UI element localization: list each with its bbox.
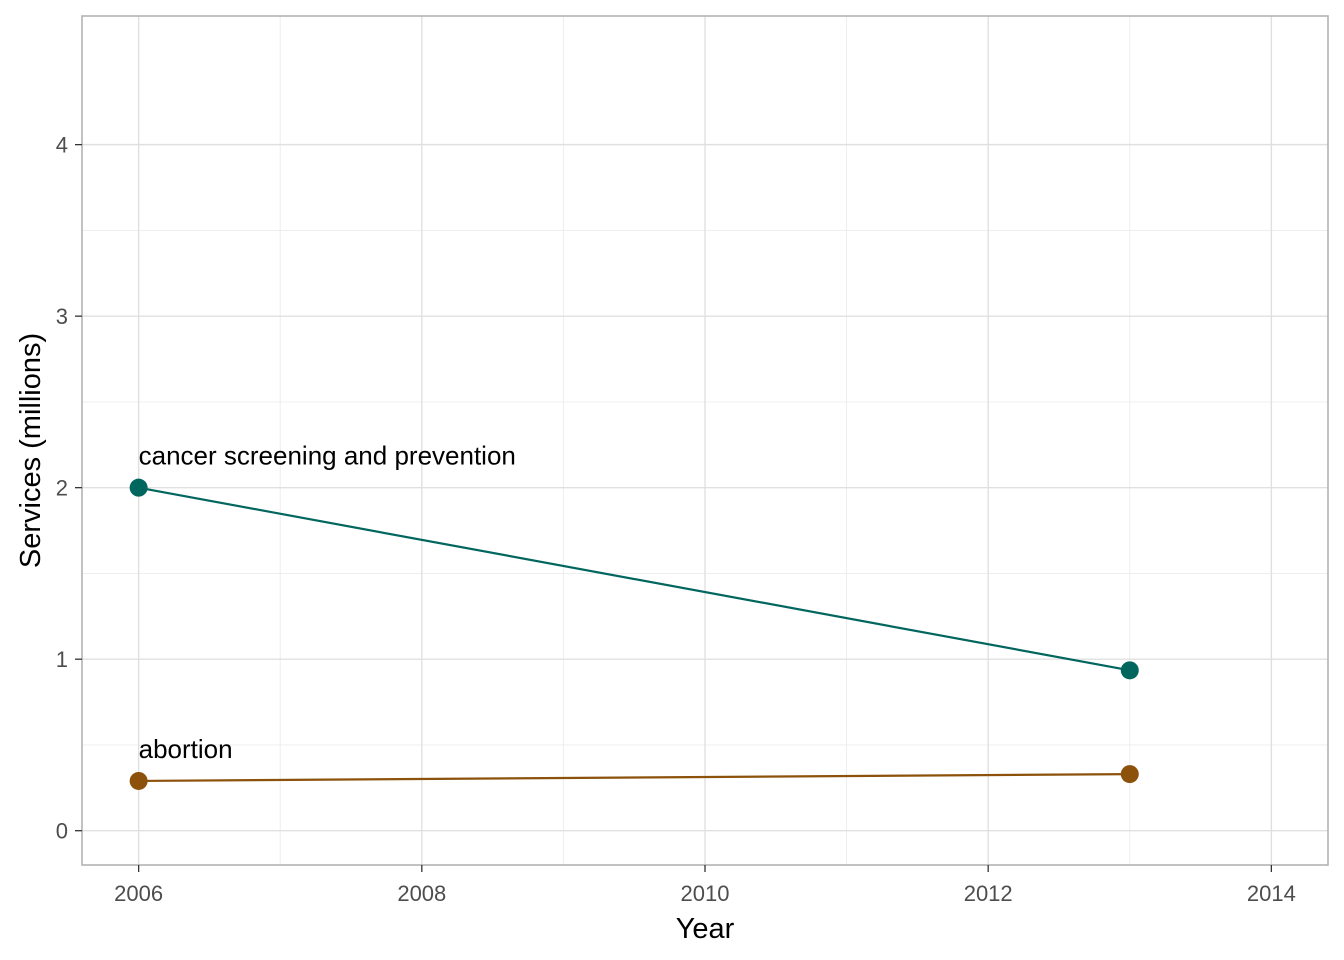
- y-tick-label: 3: [56, 304, 68, 329]
- series-label-cancer: cancer screening and prevention: [139, 441, 516, 471]
- x-tick-label: 2012: [964, 881, 1013, 906]
- y-tick-label: 0: [56, 819, 68, 844]
- series-line-abortion: [138, 772, 1130, 783]
- grid: [82, 16, 1328, 865]
- data-point-abortion: [1120, 765, 1139, 784]
- y-axis-title: Services (millions): [15, 333, 47, 568]
- y-tick-label: 4: [56, 133, 68, 158]
- y-axis-ticks: 0 1 2 3 4: [56, 133, 82, 844]
- series-label-abortion: abortion: [139, 734, 233, 764]
- data-point-cancer: [129, 478, 148, 497]
- data-point-cancer: [1120, 661, 1139, 680]
- y-tick-label: 2: [56, 476, 68, 501]
- series-labels: cancer screening and prevention abortion: [139, 441, 516, 764]
- x-tick-label: 2008: [397, 881, 446, 906]
- y-tick-label: 1: [56, 647, 68, 672]
- x-axis-ticks: 2006 2008 2010 2012 2014: [114, 865, 1296, 906]
- x-tick-label: 2006: [114, 881, 163, 906]
- series-line-cancer: [138, 486, 1130, 672]
- x-axis-title: Year: [676, 913, 735, 945]
- x-tick-label: 2014: [1247, 881, 1296, 906]
- x-tick-label: 2010: [681, 881, 730, 906]
- series-layer: [129, 478, 1139, 790]
- data-point-abortion: [129, 771, 148, 790]
